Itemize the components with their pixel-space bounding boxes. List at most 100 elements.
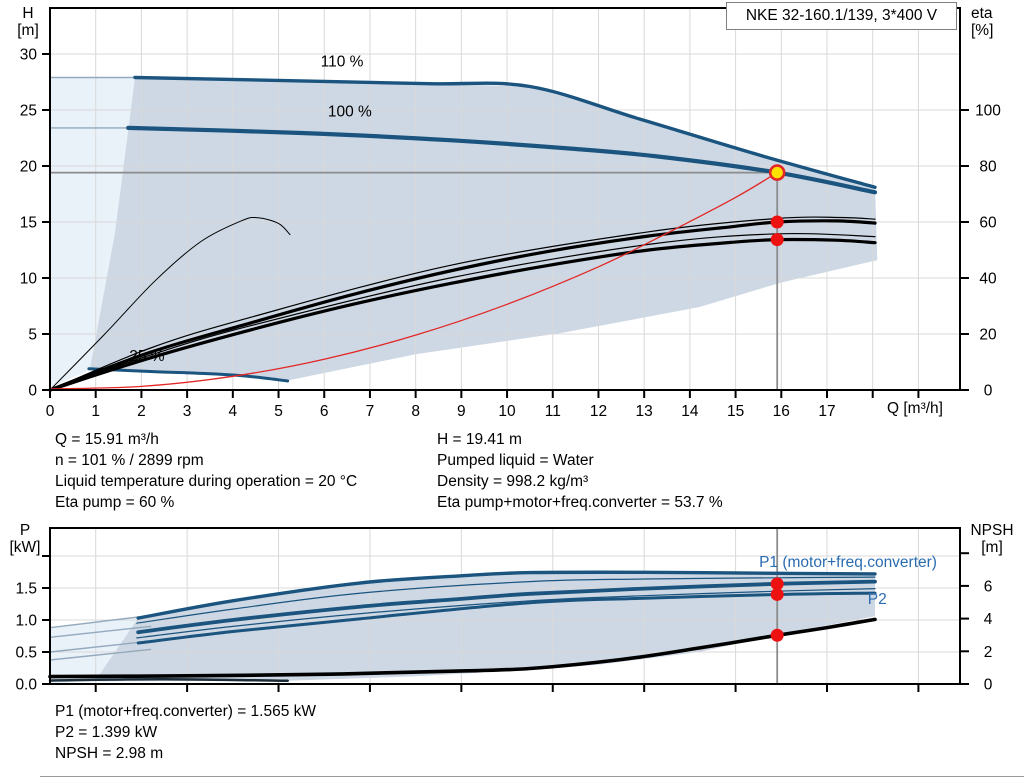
right-tick-label: 0 <box>984 383 993 400</box>
eta-low-speed-curve <box>49 216 291 391</box>
curve-110-percent <box>133 75 877 189</box>
x-tick-label: 16 <box>773 403 790 420</box>
info-eta-pump: Eta pump = 60 % <box>55 494 175 511</box>
eta-thin-1 <box>49 216 876 391</box>
left-tick-label: 0.0 <box>15 677 37 694</box>
left-tick-label: 20 <box>20 159 38 176</box>
eta-thin-2 <box>49 232 876 391</box>
npsh-axis-title-line1: NPSH <box>970 522 1014 539</box>
p-axis-title-line2: [kW] <box>9 539 41 556</box>
right-tick-label: 2 <box>984 644 993 661</box>
p-envelope-dark <box>94 572 876 682</box>
pump-model-badge: NKE 32-160.1/139, 3*400 V <box>726 2 957 30</box>
curve-25-percent <box>87 367 290 383</box>
right-tick-label: 80 <box>979 159 997 176</box>
right-tick-label: 6 <box>984 578 993 595</box>
p2-dot <box>770 587 784 601</box>
eta-pump-dot <box>770 215 784 229</box>
info-liquid-temp: Liquid temperature during operation = 20… <box>55 473 358 490</box>
x-tick-label: 17 <box>818 403 835 420</box>
info-eta-total: Eta pump+motor+freq.converter = 53.7 % <box>437 494 723 511</box>
power-info: P1 (motor+freq.converter) = 1.565 kW P2 … <box>55 701 316 764</box>
left-tick-label: 5 <box>28 327 37 344</box>
npsh-axis-title-line2: [m] <box>981 539 1003 556</box>
x-tick-label: 3 <box>183 403 192 420</box>
right-tick-label: 20 <box>979 327 997 344</box>
q-axis-title: Q [m³/h] <box>887 400 943 417</box>
x-tick-label: 11 <box>545 403 561 420</box>
info-density: Density = 998.2 kg/m³ <box>437 473 589 490</box>
h-axis-title-line1: H <box>22 5 34 22</box>
p-axis-title: P [kW] <box>4 522 46 556</box>
p-axis-title-line1: P <box>19 522 31 539</box>
p1-thin-curve <box>136 576 876 624</box>
right-tick-label: 0 <box>984 677 993 694</box>
x-tick-label: 13 <box>636 403 653 420</box>
right-tick-label: 100 <box>975 103 1001 120</box>
npsh-curve <box>48 617 877 679</box>
p-stub-4 <box>49 648 152 661</box>
left-tick-label: 1.5 <box>15 581 37 598</box>
p-stub-1 <box>49 614 152 629</box>
x-tick-label: 0 <box>46 403 55 420</box>
duty-point <box>768 164 786 181</box>
p-stub-3 <box>49 640 152 653</box>
system-curve <box>49 171 778 390</box>
label-p1: P1 (motor+freq.converter) <box>759 554 937 571</box>
envelope-dark <box>89 77 878 381</box>
x-tick-label: 1 <box>91 403 100 420</box>
p1-current-curve <box>136 579 877 635</box>
info-flow: Q = 15.91 m³/h <box>55 431 159 448</box>
h-axis-title: H [m] <box>8 5 48 39</box>
info-pumped-liquid: Pumped liquid = Water <box>437 452 594 469</box>
label-25: 25 % <box>129 348 165 365</box>
eta-axis-title: eta [%] <box>971 5 1017 39</box>
label-100: 100 % <box>328 104 372 121</box>
left-tick-label: 0 <box>28 383 37 400</box>
x-tick-label: 5 <box>274 403 283 420</box>
x-tick-label: 9 <box>457 403 466 420</box>
p-stub-2 <box>49 625 152 638</box>
info-speed: n = 101 % / 2899 rpm <box>55 452 204 469</box>
info-npsh: NPSH = 2.98 m <box>55 745 164 762</box>
h-axis-title-line2: [m] <box>17 22 39 39</box>
duty-info-right: H = 19.41 m Pumped liquid = Water Densit… <box>437 429 723 513</box>
x-tick-label: 4 <box>229 403 238 420</box>
p1-max-curve <box>136 570 877 620</box>
x-tick-label: 2 <box>137 403 146 420</box>
eta-total-dot <box>770 233 784 247</box>
left-tick-label: 25 <box>20 103 37 120</box>
npsh-dot <box>770 628 784 642</box>
right-tick-label: 4 <box>984 611 993 628</box>
info-head: H = 19.41 m <box>437 431 522 448</box>
left-tick-label: 1.0 <box>15 613 37 630</box>
x-tick-label: 7 <box>366 403 375 420</box>
npsh-axis-title: NPSH [m] <box>962 522 1022 556</box>
envelope-light <box>50 77 135 388</box>
eta-axis-title-line1: eta <box>971 5 993 22</box>
p-low-speed-segment <box>48 677 289 683</box>
label-p2: P2 <box>868 591 887 608</box>
left-tick-label: 10 <box>20 271 38 288</box>
power-plot-frame <box>49 527 961 685</box>
head-plot-frame <box>49 7 961 391</box>
x-tick-label: 10 <box>498 403 516 420</box>
right-tick-label: 40 <box>979 271 997 288</box>
x-tick-label: 12 <box>590 403 607 420</box>
x-tick-label: 14 <box>681 403 699 420</box>
x-tick-label: 15 <box>727 403 744 420</box>
label-110: 110 % <box>321 53 364 70</box>
p1-dot <box>770 577 784 591</box>
left-tick-label: 15 <box>20 215 37 232</box>
left-tick-label: 0.5 <box>15 645 37 662</box>
x-tick-label: 8 <box>411 403 420 420</box>
bottom-separator-line <box>40 776 1024 777</box>
eta-axis-title-line2: [%] <box>971 22 994 39</box>
left-tick-label: 30 <box>20 47 38 64</box>
right-tick-label: 60 <box>979 215 997 232</box>
info-p1: P1 (motor+freq.converter) = 1.565 kW <box>55 703 317 720</box>
x-tick-label: 6 <box>320 403 329 420</box>
duty-info-left: Q = 15.91 m³/h n = 101 % / 2899 rpm Liqu… <box>55 429 357 513</box>
